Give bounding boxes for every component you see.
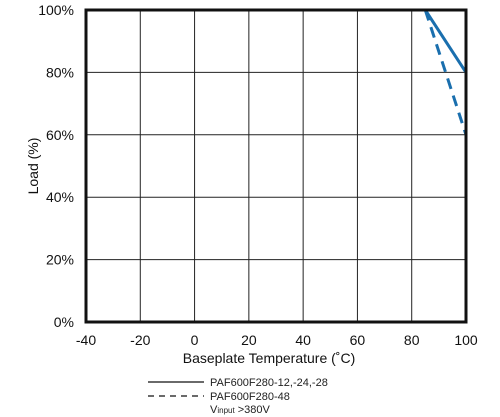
x-axis-title: Baseplate Temperature (˚C) — [183, 350, 355, 366]
x-tick-label: 0 — [191, 332, 199, 348]
x-tick-label: -20 — [130, 332, 150, 348]
y-tick-label: 0% — [54, 314, 74, 330]
y-tick-label: 40% — [46, 189, 74, 205]
y-tick-label: 80% — [46, 64, 74, 80]
series-line-dashed — [423, 9, 468, 136]
legend-note: Vinput >380V — [210, 404, 271, 416]
x-tick-label: 60 — [350, 332, 366, 348]
y-tick-label: 20% — [46, 252, 74, 268]
x-tick-label: 80 — [404, 332, 420, 348]
y-tick-label: 60% — [46, 127, 74, 143]
y-tick-label: 100% — [38, 2, 74, 18]
x-tick-label: 100 — [454, 332, 478, 348]
plot-frame — [84, 8, 468, 324]
legend-label-solid: PAF600F280-12,-24,-28 — [210, 377, 328, 389]
legend-note-main: V — [210, 404, 218, 416]
x-tick-label: -40 — [76, 332, 96, 348]
series-group — [86, 8, 468, 322]
x-tick-label: 20 — [241, 332, 257, 348]
legend: PAF600F280-12,-24,-28 PAF600F280-48 Vinp… — [148, 377, 328, 416]
x-tick-labels: -40 -20 0 20 40 60 80 100 — [76, 332, 478, 348]
legend-label-dashed: PAF600F280-48 — [210, 391, 290, 403]
legend-note-rest: >380V — [235, 404, 271, 416]
y-tick-labels: 0% 20% 40% 60% 80% 100% — [38, 2, 74, 330]
legend-note-sub: input — [217, 406, 235, 415]
grid-lines — [86, 10, 466, 322]
y-axis-title: Load (%) — [25, 138, 41, 195]
series-line-solid — [86, 8, 468, 322]
x-tick-label: 40 — [295, 332, 311, 348]
